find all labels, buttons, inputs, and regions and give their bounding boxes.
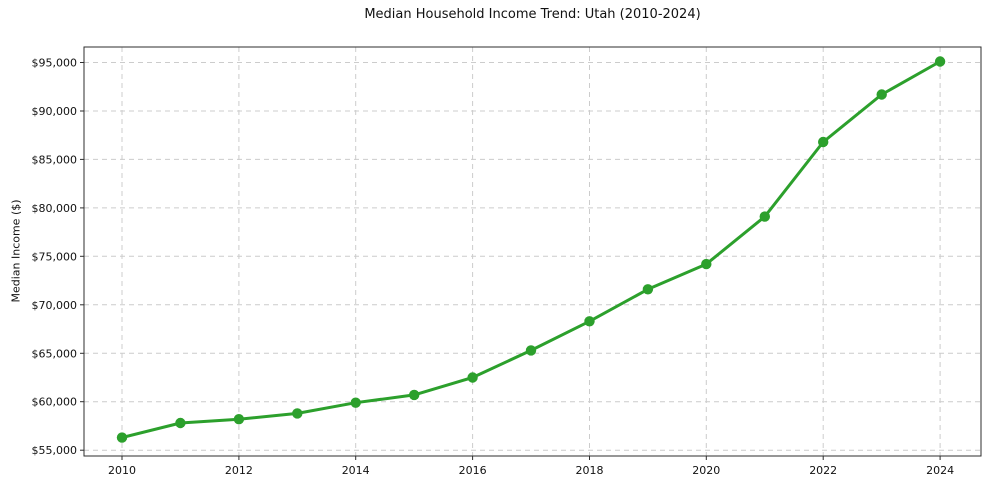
data-point-2018 (584, 316, 595, 327)
y-tick-label: $95,000 (32, 57, 78, 70)
y-tick-label: $75,000 (32, 250, 78, 263)
y-tick-label: $70,000 (32, 299, 78, 312)
data-point-2022 (818, 136, 829, 148)
data-point-2019 (642, 284, 654, 295)
x-tick-label: 2020 (692, 464, 720, 477)
y-tick-label: $60,000 (32, 396, 78, 409)
data-point-2017 (525, 345, 537, 356)
data-point-2013 (292, 408, 303, 419)
data-point-2021 (759, 211, 770, 222)
x-tick-label: 2024 (926, 464, 954, 477)
x-tick-label: 2022 (809, 464, 837, 477)
data-point-2014 (350, 397, 361, 408)
data-point-2012 (233, 414, 245, 425)
x-tick-label: 2016 (459, 464, 487, 477)
data-point-2011 (175, 417, 186, 429)
y-tick-label: $80,000 (32, 202, 78, 215)
data-point-2020 (701, 258, 712, 270)
data-point-2024 (934, 56, 946, 67)
plot-border (83, 46, 982, 457)
y-tick-label: $85,000 (32, 153, 78, 166)
y-tick-label: $55,000 (32, 444, 78, 457)
data-point-2015 (409, 389, 420, 401)
data-point-2023 (876, 89, 887, 100)
y-tick-label: $65,000 (32, 347, 78, 360)
data-point-2010 (116, 432, 128, 443)
y-tick-label: $90,000 (32, 105, 78, 118)
chart-title: Median Household Income Trend: Utah (201… (364, 7, 701, 22)
data-point-2016 (467, 372, 478, 383)
x-tick-label: 2014 (342, 464, 370, 477)
x-tick-label: 2010 (108, 464, 136, 477)
income-line-series (120, 60, 942, 440)
x-tick-label: 2012 (225, 464, 253, 477)
x-tick-label: 2018 (576, 464, 604, 477)
